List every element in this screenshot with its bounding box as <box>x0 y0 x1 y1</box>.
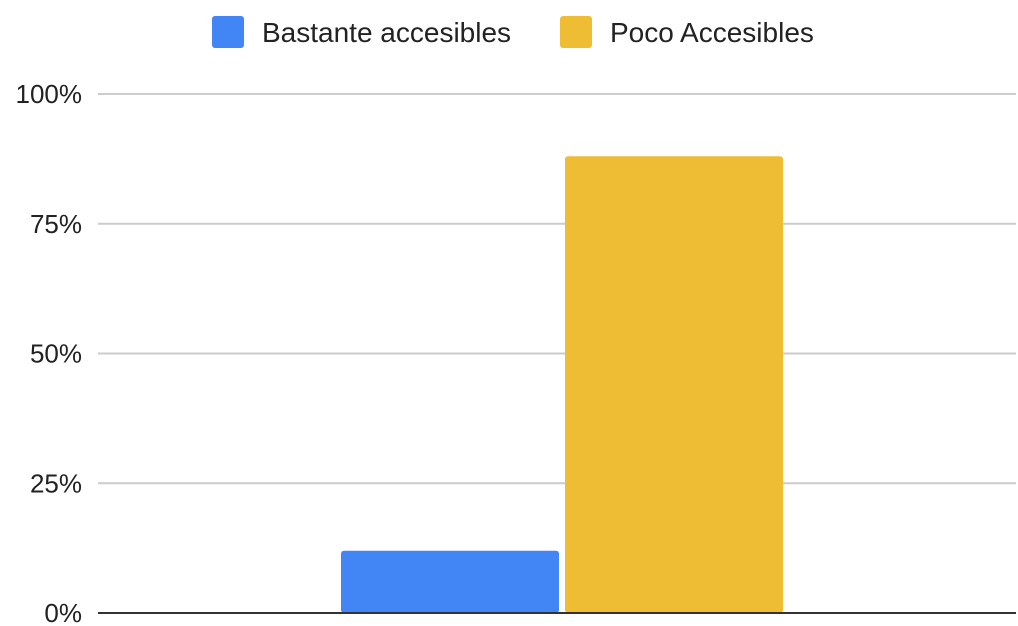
bar-bastante-accesibles <box>341 550 559 613</box>
legend-swatch <box>212 16 244 48</box>
bars <box>341 156 783 613</box>
y-tick-label: 0% <box>44 598 82 626</box>
bar-poco-accesibles <box>565 156 783 613</box>
y-tick-label: 100% <box>16 79 83 109</box>
legend-label: Poco Accesibles <box>610 17 814 48</box>
legend: Bastante accesibles Poco Accesibles <box>212 16 814 48</box>
legend-swatch <box>560 16 592 48</box>
y-tick-label: 75% <box>30 209 82 239</box>
y-axis-ticks: 0% 25% 50% 75% 100% <box>16 79 83 626</box>
gridlines <box>98 93 1016 485</box>
y-tick-label: 25% <box>30 468 82 498</box>
legend-label: Bastante accesibles <box>262 17 511 48</box>
y-tick-label: 50% <box>30 339 82 369</box>
